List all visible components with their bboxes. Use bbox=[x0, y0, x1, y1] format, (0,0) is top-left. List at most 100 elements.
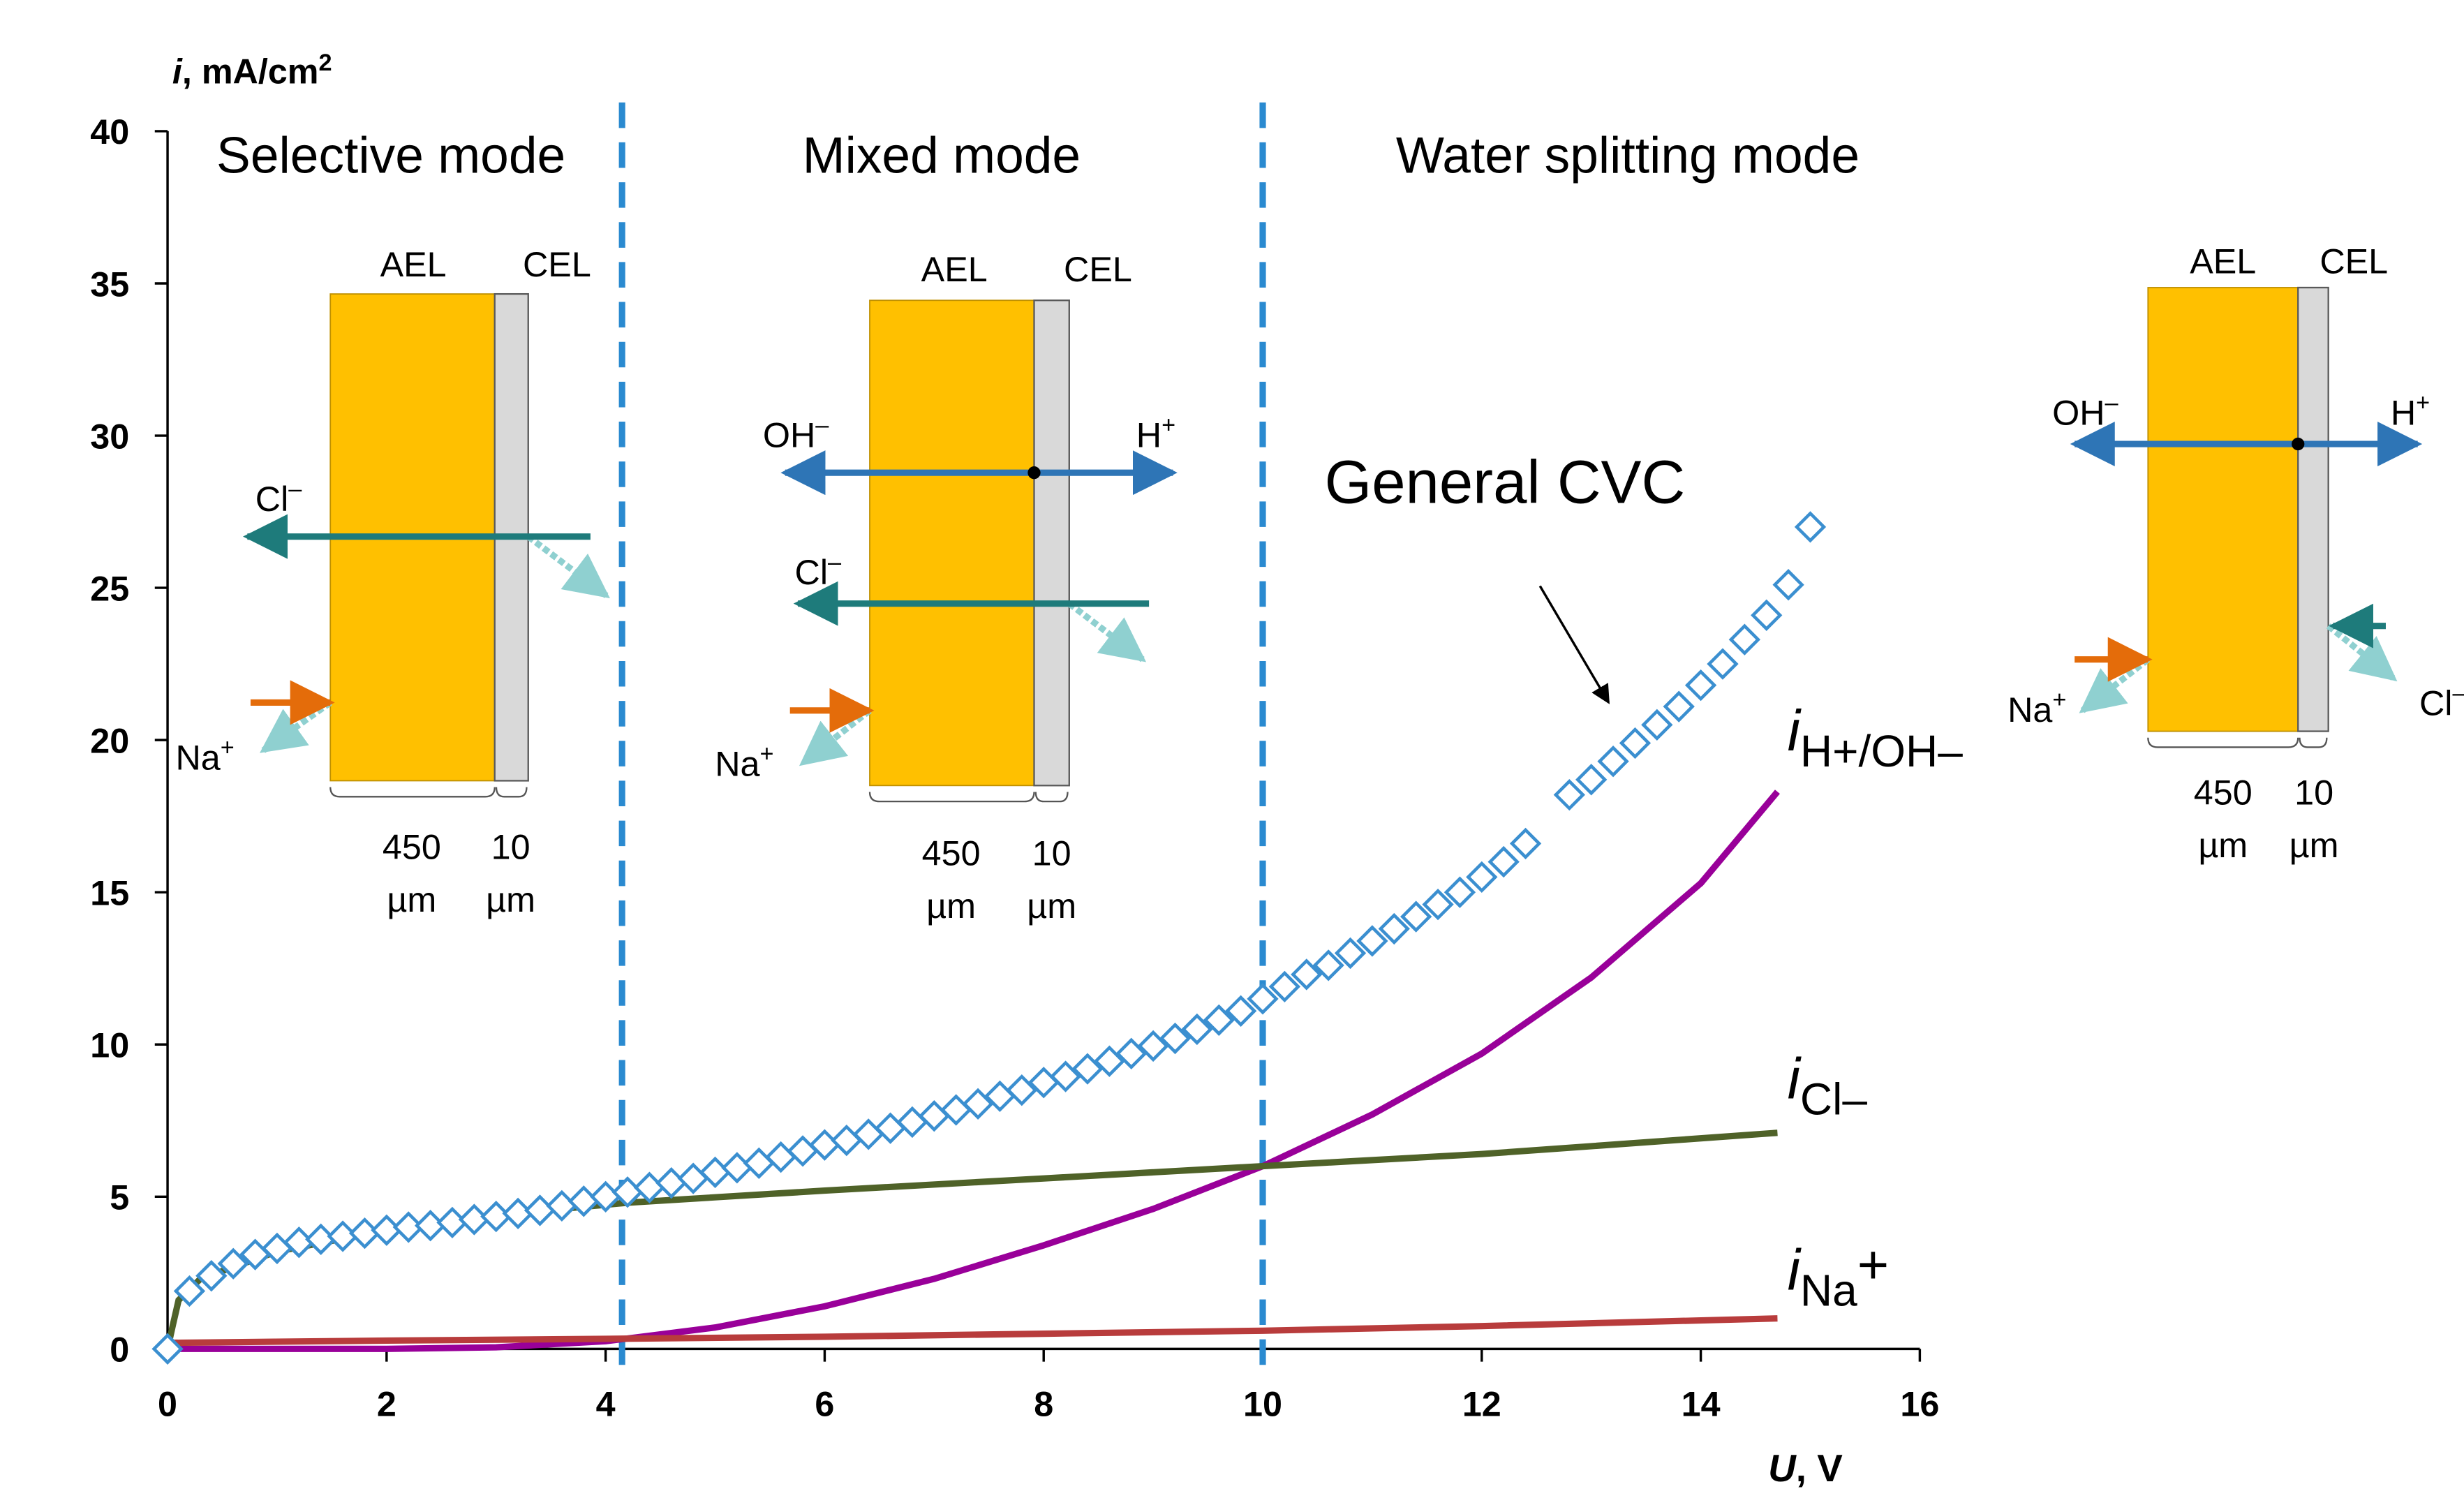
y-tick-label: 15 bbox=[90, 873, 129, 912]
marker bbox=[1049, 1060, 1082, 1092]
marker bbox=[721, 1152, 753, 1184]
series-label-main: i bbox=[1788, 699, 1802, 763]
thickness: 10 bbox=[1032, 833, 1071, 873]
ion-base: Na bbox=[2007, 690, 2052, 729]
ion-label: OH– bbox=[763, 412, 829, 455]
annotation: General CVC bbox=[1325, 449, 1686, 517]
ion-flux-minor bbox=[2079, 657, 2151, 713]
annotation-arrow bbox=[1538, 585, 1610, 704]
ion-label: Na+ bbox=[175, 734, 234, 778]
marker bbox=[217, 1247, 249, 1280]
x-tick-label: 2 bbox=[377, 1384, 396, 1423]
thickness: 450 bbox=[383, 827, 441, 866]
x-tick-label: 16 bbox=[1900, 1384, 1939, 1423]
layer-label: CEL bbox=[1064, 249, 1132, 289]
bracket bbox=[329, 787, 496, 798]
layer-label: AEL bbox=[380, 244, 447, 284]
y-tick-label: 20 bbox=[90, 720, 129, 760]
ion-flux-minor bbox=[2326, 623, 2398, 682]
x-axis-label: U, V bbox=[1768, 1446, 1843, 1490]
y-axis-label: i, mA/cm2 bbox=[172, 50, 332, 91]
thickness: 450 bbox=[2194, 773, 2253, 813]
mode-label: Selective mode bbox=[216, 126, 565, 184]
thickness: 10 bbox=[2294, 773, 2333, 813]
marker bbox=[195, 1260, 228, 1292]
series-label-sup: + bbox=[1857, 1236, 1889, 1296]
mode-label: Mixed mode bbox=[803, 126, 1081, 184]
marker bbox=[1400, 900, 1432, 933]
bracket bbox=[2299, 737, 2328, 748]
unit: µm bbox=[486, 880, 535, 919]
marker bbox=[1181, 1013, 1213, 1046]
ion-base: Cl bbox=[795, 552, 828, 592]
ion-label: H+ bbox=[1136, 412, 1175, 455]
marker bbox=[655, 1167, 688, 1199]
ion-charge: – bbox=[2452, 680, 2464, 706]
y-tick-label: 40 bbox=[90, 112, 129, 151]
marker bbox=[1466, 861, 1498, 894]
ion-label: Cl– bbox=[795, 549, 842, 593]
ion-base: Cl bbox=[2419, 683, 2452, 723]
ion-charge: – bbox=[288, 475, 302, 502]
marker bbox=[1597, 745, 1629, 778]
x-tick-label: 4 bbox=[596, 1384, 616, 1423]
marker bbox=[1268, 970, 1301, 1003]
ion-charge: + bbox=[2416, 390, 2430, 416]
bracket bbox=[868, 792, 1035, 803]
marker bbox=[1619, 727, 1652, 759]
marker bbox=[1247, 983, 1279, 1015]
bracket bbox=[2147, 737, 2299, 748]
marker bbox=[1707, 648, 1739, 680]
cem-layer bbox=[2297, 286, 2329, 732]
ion-base: H bbox=[2391, 393, 2416, 433]
ion-base: OH bbox=[763, 415, 815, 455]
ion-base: H bbox=[1136, 415, 1162, 455]
marker bbox=[1422, 888, 1454, 921]
marker bbox=[1334, 937, 1367, 970]
ion-label: Cl– bbox=[255, 475, 302, 519]
marker bbox=[1115, 1037, 1148, 1069]
marker bbox=[1772, 569, 1804, 601]
series-label: iCl– bbox=[1788, 1046, 1868, 1124]
marker bbox=[1728, 623, 1761, 655]
marker bbox=[1553, 778, 1585, 811]
marker bbox=[1137, 1030, 1169, 1062]
marker bbox=[1291, 958, 1323, 991]
x-tick-label: 14 bbox=[1682, 1384, 1721, 1423]
marker bbox=[1071, 1053, 1104, 1085]
ion-base: Cl bbox=[255, 479, 288, 519]
ion-label: H+ bbox=[2391, 390, 2430, 433]
marker bbox=[1006, 1074, 1038, 1106]
ion-label: Cl– bbox=[2419, 680, 2464, 723]
ion-base: Na bbox=[715, 744, 759, 784]
series-line bbox=[168, 790, 1780, 1352]
cem-layer bbox=[1033, 299, 1070, 787]
ion-flux-minor bbox=[526, 533, 610, 599]
y-tick-label: 0 bbox=[110, 1330, 129, 1370]
marker bbox=[1224, 995, 1257, 1027]
layer-label: AEL bbox=[921, 249, 988, 289]
marker bbox=[173, 1275, 206, 1307]
y-tick-label: 30 bbox=[90, 416, 129, 456]
marker bbox=[1575, 764, 1608, 796]
series-label: iH+/OH– bbox=[1788, 699, 1964, 776]
ion-charge: + bbox=[760, 741, 774, 767]
marker bbox=[151, 1333, 184, 1365]
mode-label: Water splitting mode bbox=[1396, 126, 1860, 184]
series-label-main: i bbox=[1788, 1238, 1802, 1303]
bracket bbox=[1034, 792, 1069, 803]
series-label-sub: H+/OH– bbox=[1800, 726, 1963, 776]
y-tick-label: 5 bbox=[110, 1178, 129, 1217]
marker bbox=[1356, 925, 1388, 957]
y-tick-label: 10 bbox=[90, 1025, 129, 1065]
layer-label: CEL bbox=[523, 244, 591, 284]
marker bbox=[1509, 827, 1542, 860]
marker bbox=[524, 1194, 556, 1226]
series-label-sub: Cl– bbox=[1800, 1074, 1867, 1124]
junction bbox=[1027, 466, 1041, 480]
marker bbox=[1203, 1004, 1235, 1037]
ion-flux-minor bbox=[799, 708, 872, 766]
ion-charge: – bbox=[815, 412, 829, 438]
ion-charge: – bbox=[2105, 390, 2119, 416]
